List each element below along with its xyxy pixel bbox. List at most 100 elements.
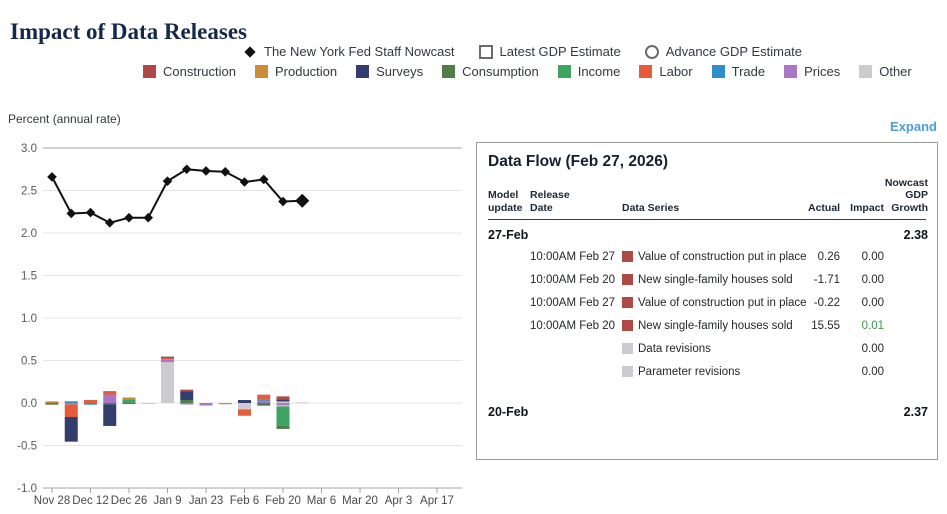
svg-text:Feb 20: Feb 20 [265, 495, 301, 507]
actual-value: 15.55 [811, 319, 840, 332]
color-swatch-icon [639, 65, 653, 78]
category-swatch-icon [622, 297, 633, 309]
legend-item-surveys: Surveys [356, 64, 423, 79]
svg-text:Feb 6: Feb 6 [230, 495, 259, 507]
color-swatch-icon [356, 65, 370, 78]
data-flow-row: 10:00AM Feb 20 New single-family houses s… [488, 314, 926, 337]
bar-jan-30 [218, 403, 232, 405]
legend-item-the-new-york-fed-staff-nowcast: The New York Fed Staff Nowcast [243, 44, 455, 59]
impact-value: 0.00 [861, 365, 884, 378]
color-swatch-icon [254, 65, 268, 78]
legend-item-income: Income [557, 64, 621, 79]
bar-jan-2 [141, 403, 155, 405]
bar-nov-28 [45, 401, 59, 405]
model-update-row: 20-Feb 2.37 [488, 397, 928, 422]
nowcast-point [124, 212, 134, 223]
color-swatch-icon [784, 65, 798, 78]
chart-gridlines: 3.0 2.5 2.0 1.5 1.0 0.5 0.0 -0.5 -1.0 [17, 143, 462, 495]
col-header-impact: Impact [850, 201, 884, 214]
data-series-cell: Parameter revisions [622, 366, 808, 378]
release-date: 10:00AM Feb 27 [530, 296, 616, 309]
svg-text:Dec 12: Dec 12 [72, 495, 108, 507]
svg-text:Jan 23: Jan 23 [189, 495, 224, 507]
data-series-name: Value of construction put in place [638, 296, 807, 309]
category-swatch-icon [622, 251, 633, 263]
svg-text:Mar 6: Mar 6 [307, 495, 336, 507]
release-date: 10:00AM Feb 27 [530, 250, 616, 263]
legend-label: Labor [659, 64, 693, 79]
legend-label: Income [577, 64, 621, 79]
col-header-actual: Actual [808, 201, 841, 214]
data-series-name: Data revisions [638, 342, 711, 355]
legend-label: The New York Fed Staff Nowcast [264, 44, 455, 59]
nowcast-point [181, 164, 192, 175]
nowcast-point [201, 166, 211, 176]
data-series-name: Parameter revisions [638, 365, 741, 378]
svg-text:-1.0: -1.0 [17, 483, 37, 495]
svg-text:2.0: 2.0 [21, 228, 37, 240]
nowcast-point [47, 172, 57, 182]
data-series-name: New single-family houses sold [638, 319, 793, 332]
nowcast-gdp-growth-value: 2.38 [903, 228, 928, 243]
bar-jan-23 [199, 403, 213, 406]
legend-item-latest-gdp-estimate: Latest GDP Estimate [478, 44, 621, 59]
data-flow-row: Data revisions 0.00 [488, 337, 926, 360]
page-title: Impact of Data Releases [10, 19, 247, 45]
legend-item-trade: Trade [711, 64, 766, 79]
release-date: 10:00AM Feb 20 [530, 273, 616, 286]
nowcast-point [85, 207, 96, 218]
bar-jan-16 [180, 389, 194, 405]
color-swatch-icon [442, 65, 456, 78]
data-flow-panel: Data Flow (Feb 27, 2026) Model update Re… [476, 142, 938, 460]
nowcast-line [47, 164, 310, 228]
release-date: 10:00AM Feb 20 [530, 319, 616, 332]
data-flow-header-row: Model update Release Date Data Series Ac… [488, 171, 928, 221]
nowcast-point-current [295, 193, 310, 208]
bar-feb-20 [276, 396, 290, 429]
category-swatch-icon [622, 320, 633, 332]
data-series-cell: Value of construction put in place [622, 297, 808, 309]
impact-value: 0.00 [861, 296, 884, 309]
legend-label: Construction [163, 64, 236, 79]
data-series-cell: New single-family houses sold [622, 320, 808, 332]
nowcast-point [220, 167, 231, 177]
nowcast-point [258, 174, 269, 185]
svg-text:Apr 3: Apr 3 [385, 495, 413, 507]
data-flow-row: Parameter revisions 0.00 [488, 360, 926, 383]
category-swatch-icon [622, 366, 633, 378]
impact-bars [45, 356, 309, 442]
data-flow-row: 10:00AM Feb 27 Value of construction put … [488, 291, 926, 314]
nowcast-gdp-growth-value: 2.37 [903, 405, 928, 420]
svg-text:0.5: 0.5 [21, 356, 37, 368]
y-axis-title: Percent (annual rate) [8, 112, 121, 126]
col-header-data-series: Data Series [622, 201, 680, 214]
nowcast-point [104, 218, 115, 228]
expand-button[interactable]: Expand [890, 119, 937, 134]
legend-item-labor: Labor [639, 64, 693, 79]
bar-dec-5 [64, 401, 78, 442]
category-swatch-icon [622, 343, 633, 355]
col-header-release-date: Release Date [530, 189, 570, 214]
legend-label: Other [879, 64, 912, 79]
legend-label: Trade [731, 64, 766, 79]
data-series-name: Value of construction put in place [638, 250, 807, 263]
legend-item-other: Other [859, 64, 912, 79]
category-swatch-icon [622, 274, 633, 286]
bar-jan-9 [161, 356, 174, 403]
legend-label: Production [274, 64, 338, 79]
bar-feb-13 [257, 394, 271, 406]
impact-value: 0.00 [861, 273, 884, 286]
legend-label: Surveys [376, 64, 424, 79]
legend-item-construction: Construction [143, 64, 236, 79]
svg-text:2.5: 2.5 [21, 186, 37, 198]
svg-text:1.5: 1.5 [21, 271, 37, 283]
legend-label: Latest GDP Estimate [499, 44, 621, 59]
model-update-row: 27-Feb 2.38 [488, 220, 928, 245]
data-series-cell: New single-family houses sold [622, 274, 808, 286]
svg-text:0.0: 0.0 [21, 398, 37, 410]
bar-dec-12 [84, 400, 97, 405]
svg-text:-0.5: -0.5 [17, 441, 37, 453]
legend-label: Advance GDP Estimate [665, 44, 803, 59]
